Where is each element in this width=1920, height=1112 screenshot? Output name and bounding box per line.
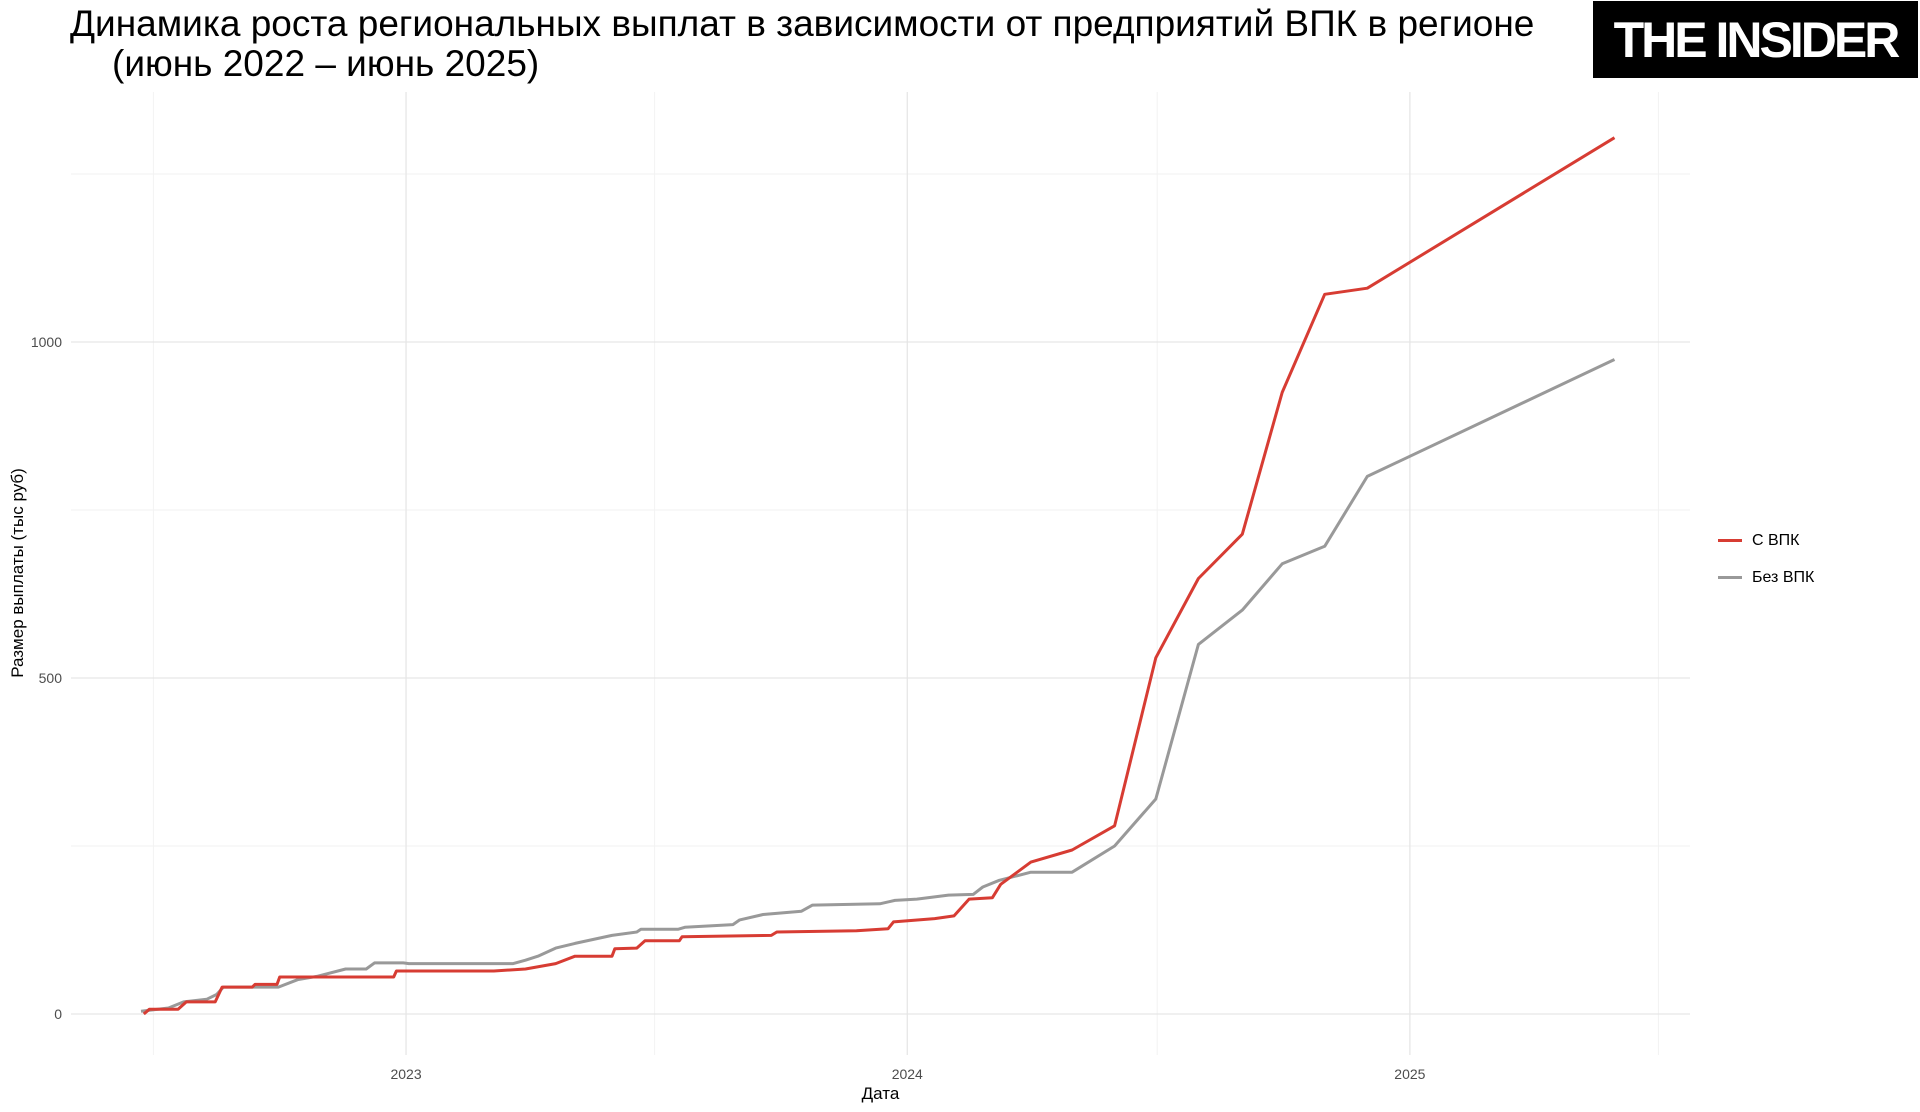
legend-item-s1: Без ВПК [1718,559,1814,596]
subtitle: (июнь 2022 – июнь 2025) [112,43,540,84]
legend-label: С ВПК [1752,531,1800,549]
legend: С ВПК Без ВПК [1718,522,1814,596]
y-tick-label: 500 [39,670,63,686]
x-tick-label: 2025 [1394,1066,1425,1082]
x-axis-label: Дата [862,1084,900,1103]
y-tick-label: 1000 [31,334,62,350]
y-axis-label: Размер выплаты (тыс руб) [8,468,27,678]
legend-swatch [1718,539,1742,542]
x-tick-label: 2024 [892,1066,923,1082]
y-tick-label: 0 [54,1006,62,1022]
x-tick-label: 2023 [390,1066,421,1082]
logo-text: THE INSIDER [1613,11,1901,68]
legend-label: Без ВПК [1752,568,1815,586]
the-insider-logo: THE INSIDER [1593,1,1918,78]
series-line-0 [142,136,1616,1016]
series-line-1 [140,358,1616,1013]
title-line: Динамика роста региональных выплат в зав… [70,3,1535,44]
chart-title: Динамика роста региональных выплат в зав… [70,4,1534,84]
legend-item-s0: С ВПК [1718,522,1814,559]
legend-swatch [1718,576,1742,579]
